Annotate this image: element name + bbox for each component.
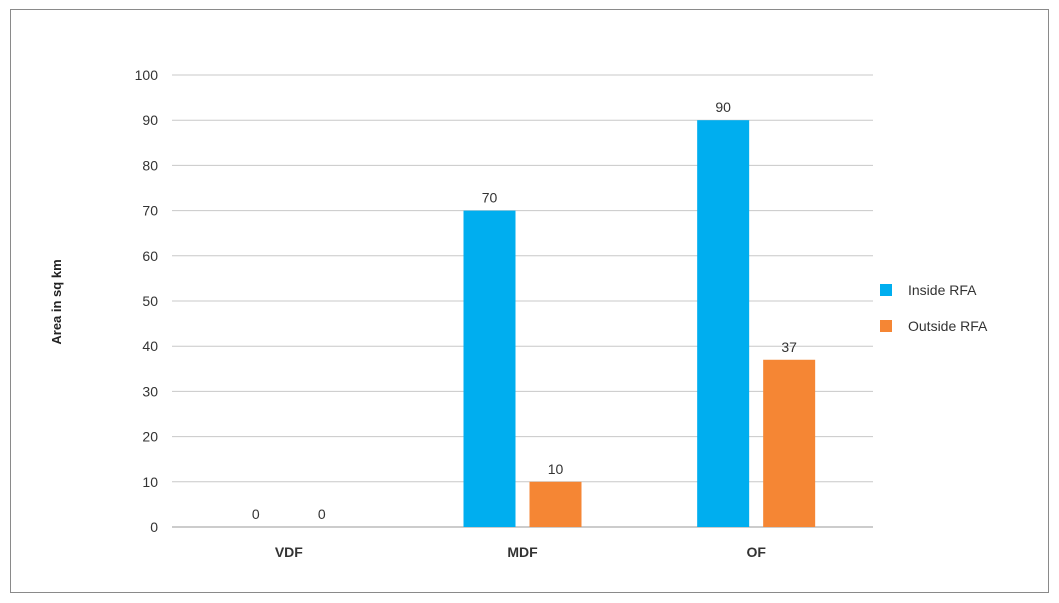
y-tick-label: 60 [142,248,158,264]
bar [697,120,750,527]
legend-label: Inside RFA [908,282,977,298]
data-label: 37 [781,339,797,355]
x-category-label: VDF [275,544,303,560]
legend-swatch [880,284,892,296]
data-label: 0 [252,506,260,522]
data-label: 0 [318,506,326,522]
legend-label: Outside RFA [908,318,988,334]
x-category-label: OF [746,544,766,560]
y-tick-label: 80 [142,157,158,173]
data-label: 90 [715,99,731,115]
bar [529,481,582,527]
y-axis-ticks: 0 10 20 30 40 50 60 70 80 90 100 [135,67,159,535]
x-category-label: MDF [507,544,538,560]
legend-swatch [880,320,892,332]
bar [463,210,516,527]
y-tick-label: 100 [135,67,159,83]
y-tick-label: 10 [142,474,158,490]
y-tick-label: 40 [142,338,158,354]
y-tick-label: 70 [142,203,158,219]
y-tick-label: 0 [150,519,158,535]
y-axis-label: Area in sq km [49,259,64,344]
y-tick-label: 30 [142,383,158,399]
x-axis-categories: VDF MDF OF [275,544,766,560]
y-tick-label: 90 [142,112,158,128]
bar [763,359,816,527]
gridlines [172,74,873,528]
data-labels: 0 0 70 10 90 37 [252,99,797,522]
bars [463,120,816,527]
data-label: 10 [548,461,564,477]
data-label: 70 [482,190,498,206]
y-tick-label: 50 [142,293,158,309]
y-tick-label: 20 [142,429,158,445]
legend: Inside RFA Outside RFA [880,282,988,334]
